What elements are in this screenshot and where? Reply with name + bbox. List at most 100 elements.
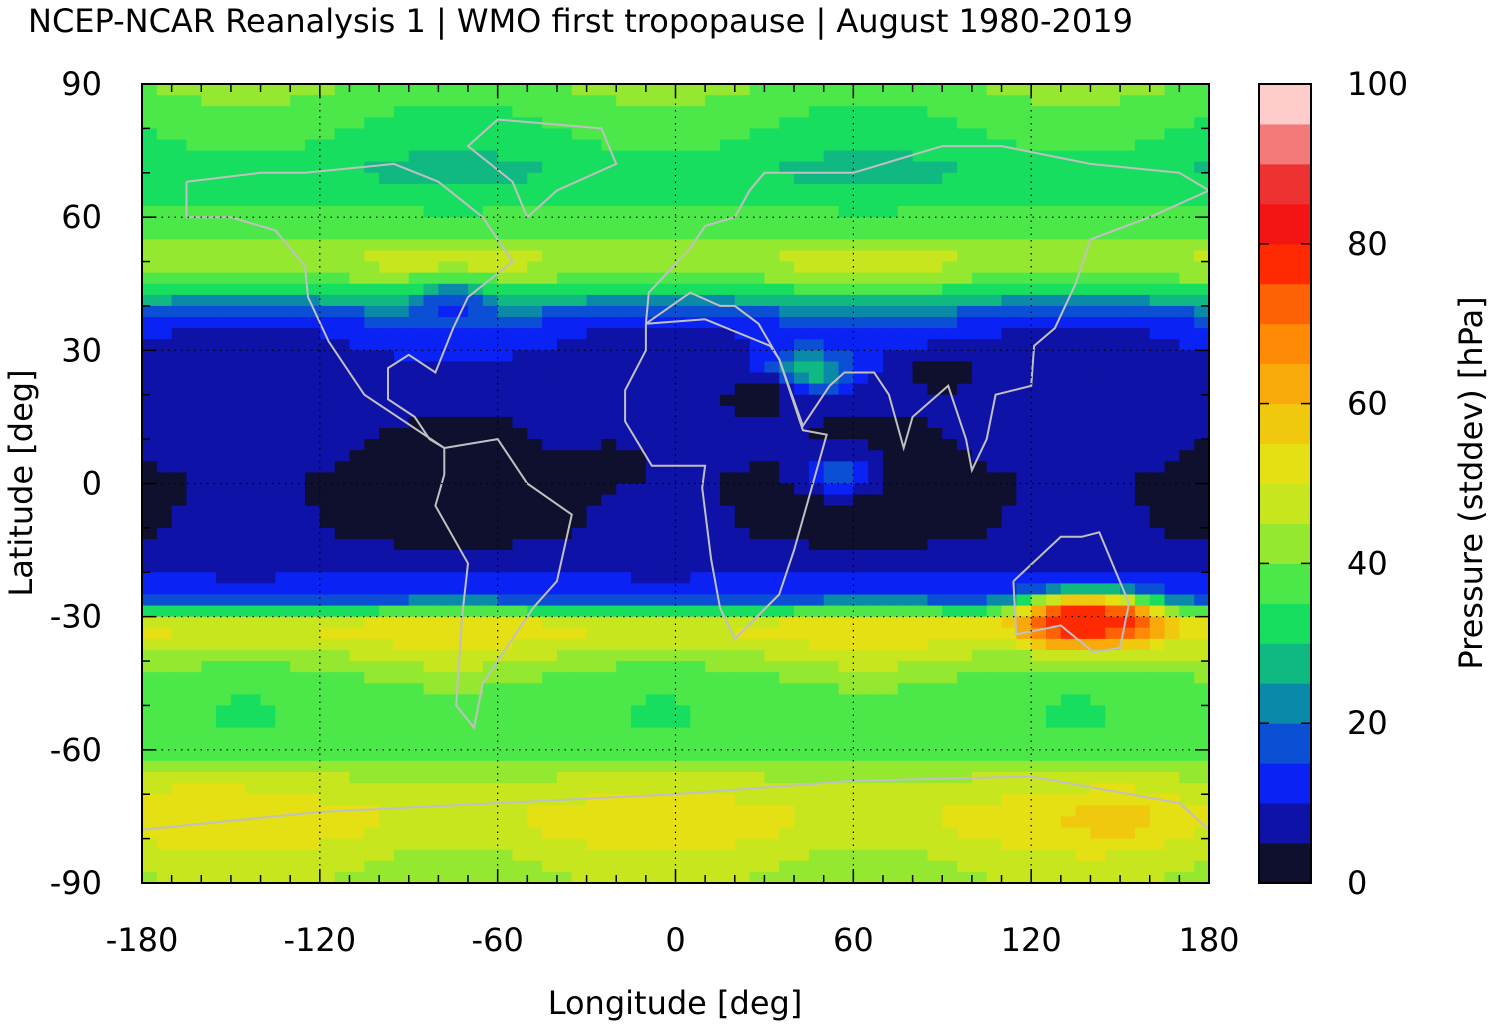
heatmap-cell — [794, 760, 810, 773]
heatmap-cell — [794, 816, 810, 829]
heatmap-cell — [942, 261, 958, 274]
heatmap-cell — [201, 727, 217, 740]
heatmap-cell — [912, 727, 929, 740]
heatmap-cell — [957, 483, 973, 496]
heatmap-cell — [749, 239, 766, 252]
heatmap-cell — [1134, 749, 1151, 762]
heatmap-cell — [408, 250, 425, 263]
heatmap-cell — [1149, 683, 1166, 695]
heatmap-cell — [1001, 194, 1017, 207]
heatmap-cell — [719, 738, 736, 751]
heatmap-cell — [971, 172, 988, 185]
heatmap-cell — [571, 827, 588, 840]
heatmap-cell — [645, 527, 662, 540]
heatmap-cell — [734, 161, 751, 174]
heatmap-cell — [438, 272, 454, 285]
heatmap-cell — [379, 439, 395, 451]
heatmap-cell — [1045, 383, 1062, 396]
heatmap-cell — [897, 716, 914, 729]
heatmap-cell — [319, 538, 336, 551]
heatmap-cell — [1060, 805, 1077, 818]
heatmap-cell — [927, 84, 943, 96]
heatmap-cell — [230, 638, 247, 651]
heatmap-cell — [379, 738, 395, 751]
heatmap-cell — [290, 838, 306, 851]
heatmap-cell — [705, 194, 721, 207]
heatmap-cell — [512, 394, 528, 407]
heatmap-cell — [897, 694, 914, 707]
heatmap-cell — [201, 749, 217, 762]
heatmap-cell — [186, 672, 202, 684]
heatmap-cell — [438, 261, 454, 274]
heatmap-cell — [290, 128, 306, 141]
heatmap-cell — [305, 416, 321, 429]
heatmap-cell — [290, 394, 306, 407]
heatmap-cell — [942, 738, 958, 751]
heatmap-cell — [675, 183, 691, 196]
heatmap-cell — [690, 317, 706, 329]
heatmap-cell — [764, 428, 780, 440]
heatmap-cell — [334, 261, 351, 274]
heatmap-cell — [779, 572, 795, 584]
heatmap-cell — [779, 783, 795, 795]
heatmap-cell — [156, 538, 173, 551]
heatmap-cell — [1105, 794, 1121, 806]
heatmap-cell — [1194, 716, 1210, 729]
heatmap-cell — [1105, 428, 1121, 440]
heatmap-cell — [645, 361, 662, 374]
heatmap-cell — [690, 483, 706, 496]
heatmap-cell — [645, 394, 662, 407]
heatmap-cell — [171, 550, 188, 562]
heatmap-cell — [586, 405, 602, 418]
heatmap-cell — [423, 206, 439, 218]
heatmap-cell — [1001, 472, 1017, 485]
heatmap-cell — [1045, 694, 1062, 707]
heatmap-cell — [719, 694, 736, 707]
heatmap-cell — [912, 461, 929, 474]
heatmap-cell — [171, 849, 188, 862]
heatmap-cell — [764, 416, 780, 429]
heatmap-cell — [379, 250, 395, 263]
heatmap-cell — [275, 106, 291, 118]
heatmap-cell — [1179, 84, 1195, 96]
heatmap-cell — [408, 760, 425, 773]
heatmap-cell — [1179, 749, 1195, 762]
heatmap-cell — [794, 483, 810, 496]
heatmap-cell — [660, 416, 677, 429]
heatmap-cell — [364, 738, 380, 751]
heatmap-cell — [468, 250, 484, 263]
heatmap-cell — [1134, 328, 1151, 340]
heatmap-cell — [527, 794, 543, 806]
heatmap-cell — [453, 572, 469, 584]
heatmap-cell — [942, 805, 958, 818]
heatmap-cell — [971, 649, 988, 662]
heatmap-cell — [586, 217, 602, 229]
heatmap-cell — [675, 150, 691, 163]
heatmap-cell — [275, 328, 291, 340]
heatmap-cell — [364, 683, 380, 695]
heatmap-cell — [438, 472, 454, 485]
heatmap-cell — [764, 672, 780, 684]
heatmap-cell — [171, 827, 188, 840]
heatmap-cell — [260, 183, 276, 196]
heatmap-cell — [260, 838, 276, 851]
heatmap-cell — [897, 538, 914, 551]
heatmap-cell — [601, 694, 617, 707]
heatmap-cell — [201, 394, 217, 407]
heatmap-cell — [275, 561, 291, 573]
heatmap-cell — [482, 95, 499, 107]
heatmap-cell — [719, 339, 736, 351]
heatmap-cell — [1031, 783, 1047, 795]
heatmap-cell — [379, 128, 395, 141]
heatmap-cell — [1194, 727, 1210, 740]
heatmap-cell — [764, 294, 780, 307]
heatmap-cell — [290, 705, 306, 718]
heatmap-cell — [645, 450, 662, 462]
heatmap-cell — [823, 816, 840, 829]
heatmap-cell — [556, 172, 573, 185]
heatmap-cell — [868, 239, 884, 252]
heatmap-cell — [260, 106, 276, 118]
heatmap-cell — [882, 738, 899, 751]
heatmap-cell — [719, 361, 736, 374]
heatmap-cell — [512, 450, 528, 462]
